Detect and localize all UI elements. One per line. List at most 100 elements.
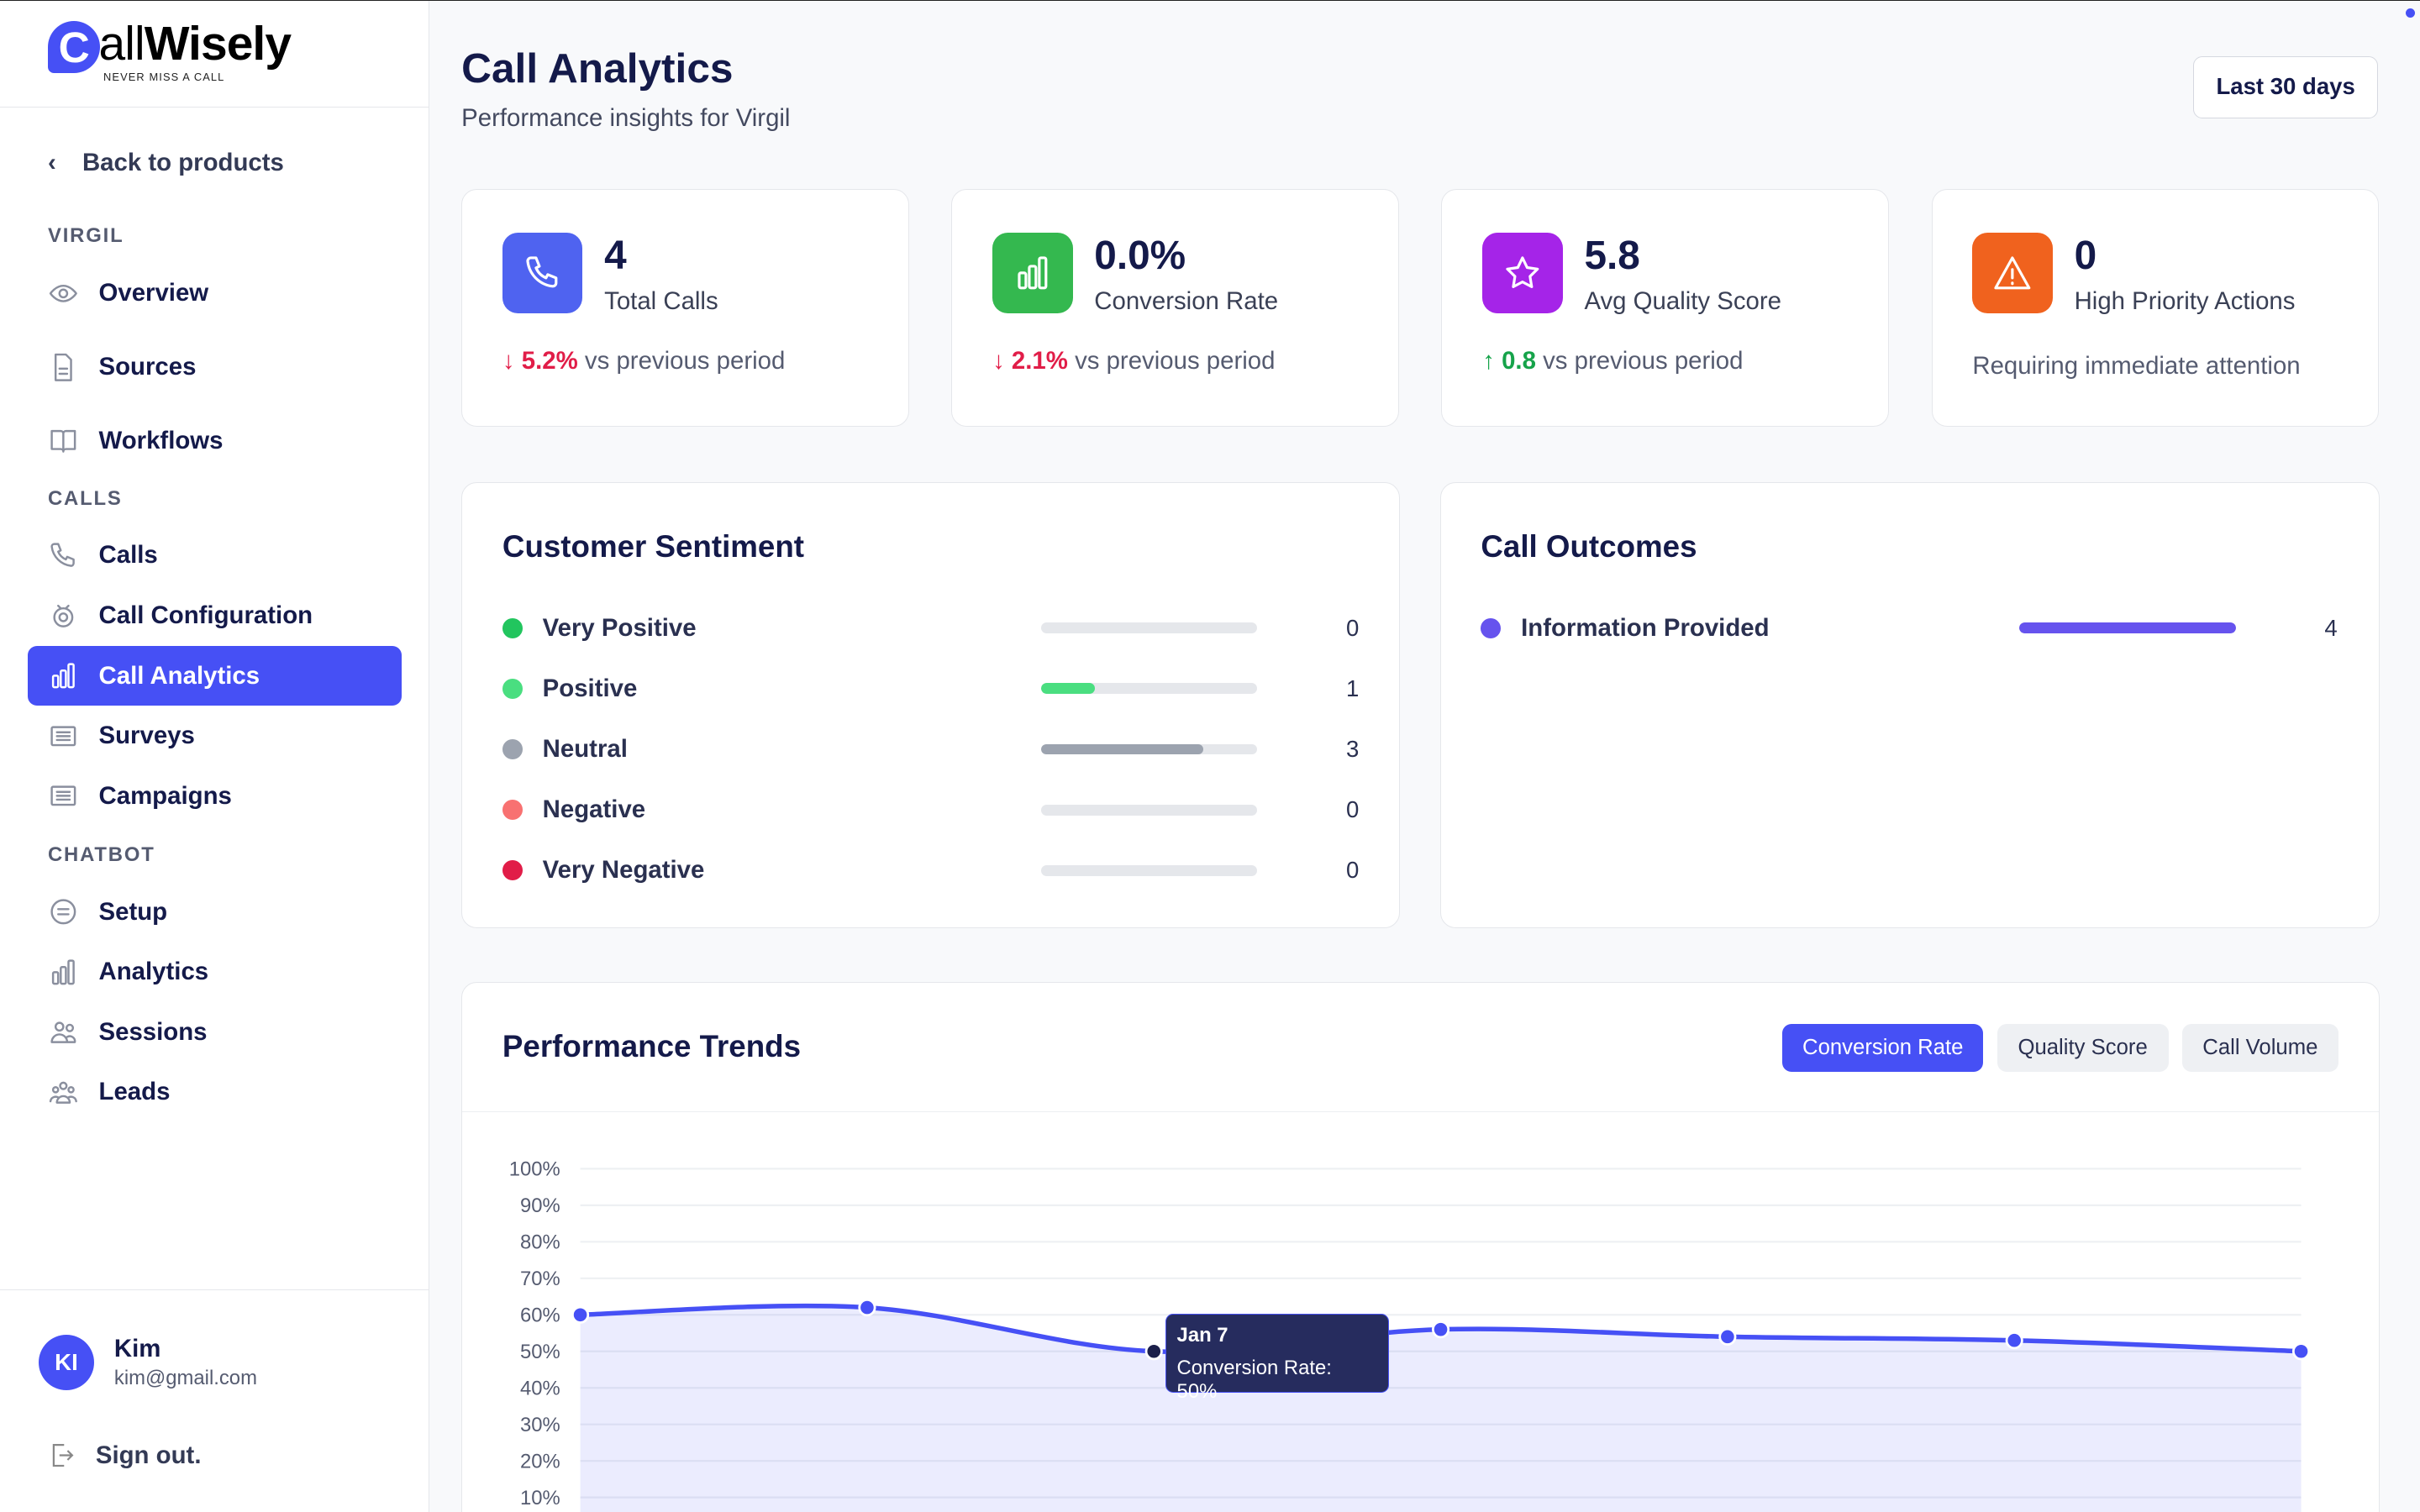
tooltip-date: Jan 7: [1176, 1324, 1228, 1347]
sidebar-item-label: Call Analytics: [98, 661, 260, 690]
progress-bar: [1040, 804, 1258, 816]
warning-icon: [1994, 256, 2031, 290]
sign-out-icon: [52, 1444, 74, 1467]
book-icon: [50, 429, 76, 453]
y-tick-label: 10%: [520, 1487, 560, 1509]
sidebar-item-calls[interactable]: Calls: [28, 525, 401, 585]
sidebar-item-label: Analytics: [98, 958, 209, 986]
avatar[interactable]: KI: [38, 1334, 95, 1390]
sidebar-item-campaigns[interactable]: Campaigns: [28, 766, 401, 827]
logo-mark: C: [47, 20, 101, 74]
y-tick-label: 100%: [509, 1158, 560, 1181]
sidebar-item-setup[interactable]: Setup: [28, 882, 401, 942]
user-name: Kim: [113, 1334, 161, 1362]
row-label: Positive: [542, 674, 638, 702]
kpi-value: 5.8: [1584, 234, 1640, 279]
row-value: 4: [2324, 614, 2338, 641]
chart-tooltip: Jan 7 Conversion Rate: 50%: [1165, 1314, 1390, 1403]
legend-dot: [502, 800, 523, 821]
logo[interactable]: C allWisely NEVER MISS A CALL: [0, 1, 429, 108]
group-icon: [49, 1081, 77, 1104]
list-icon: [50, 726, 76, 747]
document-icon: [54, 353, 72, 381]
sidebar-item-label: Overview: [98, 279, 209, 307]
sidebar-item-sessions[interactable]: Sessions: [28, 1002, 401, 1063]
arrow-down-icon: ↓: [502, 347, 515, 375]
row-value: 3: [1345, 736, 1360, 763]
y-tick-label: 20%: [520, 1450, 560, 1473]
sidebar-item-workflows[interactable]: Workflows: [28, 412, 401, 472]
progress-bar: [2019, 622, 2236, 634]
tab-call-volume[interactable]: Call Volume: [2182, 1023, 2338, 1072]
sidebar-item-label: Campaigns: [98, 781, 232, 810]
progress-bar: [1040, 743, 1258, 755]
tooltip-value: Conversion Rate: 50%: [1176, 1357, 1332, 1404]
kpi-icon-tile: [992, 233, 1073, 313]
sidebar-item-label: Surveys: [98, 722, 195, 750]
gear-icon: [53, 604, 74, 627]
page-subtitle: Performance insights for Virgil: [461, 104, 791, 133]
tab-quality-score[interactable]: Quality Score: [1996, 1023, 2169, 1072]
y-tick-label: 60%: [520, 1305, 560, 1327]
y-tick-label: 40%: [520, 1377, 560, 1399]
data-point: [1144, 1342, 1163, 1361]
sidebar-item-label: Sources: [98, 353, 197, 381]
logo-wordmark: allWisely: [99, 16, 292, 71]
kpi-icon-tile: [1972, 233, 2053, 313]
row-value: 0: [1345, 796, 1360, 823]
sidebar-item-label: Workflows: [98, 427, 224, 455]
sidebar-item-overview[interactable]: Overview: [28, 263, 401, 323]
row-value: 1: [1345, 675, 1360, 701]
progress-bar: [1040, 683, 1258, 695]
sidebar: C allWisely NEVER MISS A CALL ‹ Back to p…: [0, 1, 429, 1512]
sidebar-item-call-analytics[interactable]: Call Analytics: [28, 645, 402, 706]
sidebar-item-label: Call Configuration: [98, 601, 313, 629]
kpi-icon-tile: [502, 233, 583, 313]
sentiment-row: Neutral 3: [502, 734, 1359, 765]
card-title: Performance Trends: [502, 1029, 802, 1064]
sidebar-item-surveys[interactable]: Surveys: [28, 706, 401, 766]
sidebar-item-leads[interactable]: Leads: [28, 1063, 401, 1123]
page-title: Call Analytics: [461, 45, 734, 92]
bar-chart-icon: [1018, 256, 1048, 290]
card-title: Customer Sentiment: [502, 529, 805, 564]
sidebar-item-analytics[interactable]: Analytics: [28, 942, 401, 1002]
chat-icon: [50, 899, 76, 925]
progress-bar: [1040, 622, 1258, 634]
row-value: 0: [1345, 857, 1360, 884]
legend-dot: [502, 678, 523, 699]
bar-chart-icon: [51, 959, 75, 985]
row-label: Very Positive: [542, 613, 697, 642]
arrow-down-icon: ↓: [992, 347, 1005, 375]
sidebar-item-call-configuration[interactable]: Call Configuration: [28, 585, 401, 646]
data-point: [571, 1305, 590, 1324]
back-to-products-link[interactable]: ‹ Back to products: [48, 149, 284, 177]
sidebar-item-sources[interactable]: Sources: [28, 337, 401, 397]
eye-icon: [49, 284, 77, 302]
y-tick-label: 70%: [520, 1268, 560, 1290]
star-icon: [1506, 256, 1539, 289]
date-range-button[interactable]: Last 30 days: [2192, 56, 2379, 118]
row-label: Very Negative: [542, 856, 705, 885]
kpi-label: Avg Quality Score: [1584, 286, 1782, 315]
sign-out-button[interactable]: Sign out.: [48, 1441, 202, 1470]
kpi-icon-tile: [1482, 233, 1563, 313]
tab-conversion-rate[interactable]: Conversion Rate: [1782, 1023, 1984, 1072]
sidebar-item-label: Leads: [98, 1078, 171, 1106]
kpi-delta-value: 0.8: [1502, 347, 1536, 375]
y-tick-label: 50%: [520, 1341, 560, 1363]
kpi-card: 0 High Priority Actions Requiring immediat…: [1931, 189, 2380, 427]
kpi-delta: ↓ 2.1% vs previous period: [992, 347, 1275, 375]
kpi-card: 5.8 Avg Quality Score ↑ 0.8 vs previous pe…: [1441, 189, 1890, 427]
user-panel: KI Kim kim@gmail.com Sign out.: [0, 1289, 429, 1512]
kpi-delta-suffix: vs previous period: [584, 347, 786, 375]
list-icon: [50, 785, 76, 806]
legend-dot: [502, 617, 523, 638]
data-point: [1718, 1327, 1737, 1346]
section-calls: CALLS: [47, 486, 123, 510]
area-fill: [580, 1305, 2302, 1512]
kpi-delta-suffix: vs previous period: [1075, 347, 1276, 375]
kpi-value: 0.0%: [1094, 234, 1186, 279]
